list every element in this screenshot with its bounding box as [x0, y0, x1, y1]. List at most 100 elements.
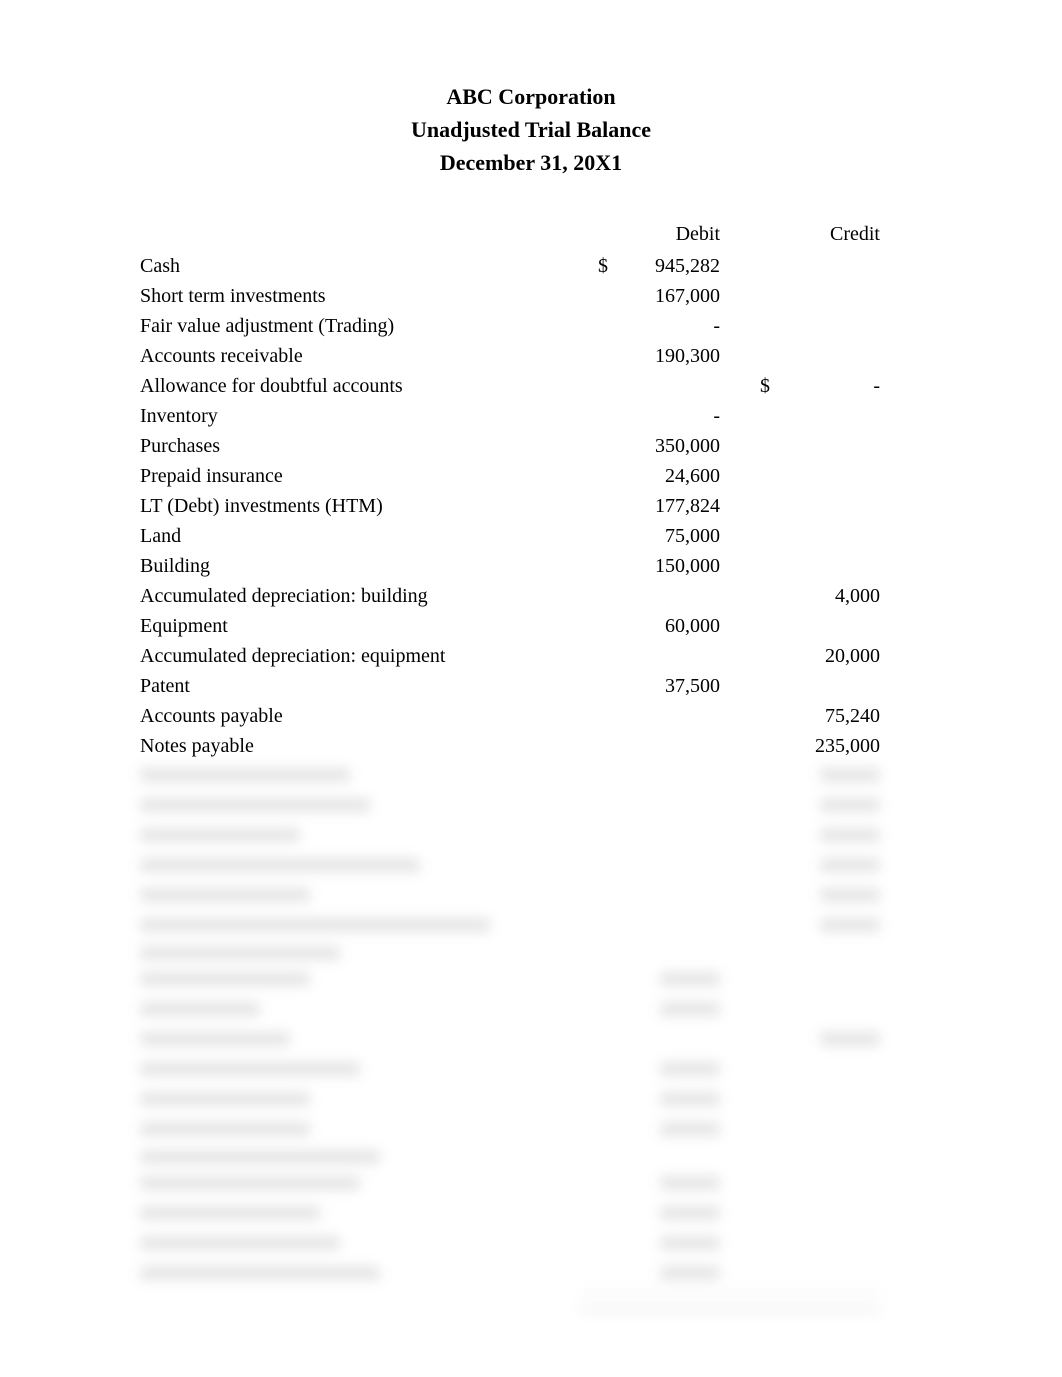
- table-row: Land75,000: [140, 521, 922, 551]
- blurred-credit: [740, 881, 880, 911]
- report-header: ABC Corporation Unadjusted Trial Balance…: [140, 80, 922, 179]
- table-row: Accounts payable 75,240: [140, 701, 922, 731]
- blurred-account: [140, 1092, 310, 1106]
- blurred-account: [140, 918, 490, 932]
- debit-header: Debit: [580, 219, 740, 249]
- blurred-credit: [740, 761, 880, 791]
- blurred-row: [140, 821, 922, 851]
- account-name: Accounts payable: [140, 701, 580, 731]
- blurred-account: [140, 1206, 320, 1220]
- report-date: December 31, 20X1: [140, 146, 922, 179]
- column-headers: Debit Credit: [140, 219, 922, 249]
- table-row: Fair value adjustment (Trading)-: [140, 311, 922, 341]
- blurred-debit: [580, 1259, 740, 1289]
- blurred-credit: [740, 821, 880, 851]
- table-row: Short term investments167,000: [140, 281, 922, 311]
- table-row: Cash$945,282: [140, 251, 922, 281]
- blurred-debit: [580, 965, 740, 995]
- table-row: LT (Debt) investments (HTM)177,824: [140, 491, 922, 521]
- blurred-account: [140, 1266, 380, 1280]
- blurred-account: [140, 888, 310, 902]
- account-name: Building: [140, 551, 580, 581]
- totals-row: [140, 1289, 922, 1311]
- credit-header: Credit: [740, 219, 880, 249]
- account-name: Notes payable: [140, 731, 580, 761]
- report-title: Unadjusted Trial Balance: [140, 113, 922, 146]
- debit-value: 350,000: [580, 431, 740, 461]
- blurred-section: [140, 761, 922, 1311]
- debit-value: 190,300: [580, 341, 740, 371]
- blurred-row: [140, 911, 922, 941]
- currency-symbol: $: [760, 371, 770, 401]
- table-row: Building150,000: [140, 551, 922, 581]
- blurred-debit: [580, 1115, 740, 1145]
- blurred-account: [140, 1032, 290, 1046]
- account-name: Prepaid insurance: [140, 461, 580, 491]
- blurred-row: [140, 881, 922, 911]
- debit-value: 37,500: [580, 671, 740, 701]
- table-row: Equipment60,000: [140, 611, 922, 641]
- account-name: Allowance for doubtful accounts: [140, 371, 580, 401]
- blurred-row: [140, 1025, 922, 1055]
- account-name: Patent: [140, 671, 580, 701]
- debit-value: 75,000: [580, 521, 740, 551]
- credit-value: 235,000: [740, 731, 880, 761]
- rows-container: Cash$945,282Short term investments167,00…: [140, 251, 922, 761]
- blurred-debit: [580, 1229, 740, 1259]
- table-row: Accumulated depreciation: building 4,000: [140, 581, 922, 611]
- account-name: Accumulated depreciation: building: [140, 581, 580, 611]
- table-row: Notes payable 235,000: [140, 731, 922, 761]
- credit-value: $-: [740, 371, 880, 401]
- blurred-row: [140, 965, 922, 995]
- blurred-account: [140, 1062, 360, 1076]
- table-row: Accounts receivable190,300: [140, 341, 922, 371]
- blurred-account: [140, 946, 340, 960]
- debit-value: 177,824: [580, 491, 740, 521]
- blurred-row: [140, 1085, 922, 1115]
- blurred-credit: [740, 911, 880, 941]
- blurred-debit: [580, 1085, 740, 1115]
- blurred-account: [140, 1002, 260, 1016]
- blurred-credit: [740, 1025, 880, 1055]
- debit-value: 150,000: [580, 551, 740, 581]
- blurred-row: [140, 1259, 922, 1289]
- blurred-account: [140, 1176, 360, 1190]
- account-name: Cash: [140, 251, 580, 281]
- account-name: Equipment: [140, 611, 580, 641]
- debit-value: -: [580, 311, 740, 341]
- blurred-credit: [740, 851, 880, 881]
- blurred-row: [140, 1229, 922, 1259]
- blurred-row: [140, 1199, 922, 1229]
- blurred-account: [140, 858, 420, 872]
- credit-value: 4,000: [740, 581, 880, 611]
- credit-value: 20,000: [740, 641, 880, 671]
- blurred-row: [140, 941, 922, 965]
- debit-value: -: [580, 401, 740, 431]
- account-header: [140, 219, 580, 249]
- blurred-account: [140, 828, 300, 842]
- blurred-account: [140, 768, 350, 782]
- blurred-row: [140, 1115, 922, 1145]
- blurred-debit: [580, 1055, 740, 1085]
- credit-value: 75,240: [740, 701, 880, 731]
- blurred-row: [140, 1145, 922, 1169]
- blurred-account: [140, 798, 370, 812]
- blurred-account: [140, 1122, 310, 1136]
- blurred-account: [140, 1236, 340, 1250]
- account-name: Inventory: [140, 401, 580, 431]
- blurred-row: [140, 791, 922, 821]
- blurred-account: [140, 1150, 380, 1164]
- blurred-row: [140, 851, 922, 881]
- blurred-row: [140, 761, 922, 791]
- debit-value: 24,600: [580, 461, 740, 491]
- blurred-debit: [580, 995, 740, 1025]
- blurred-account: [140, 972, 310, 986]
- account-name: Short term investments: [140, 281, 580, 311]
- blurred-row: [140, 1055, 922, 1085]
- table-row: Prepaid insurance24,600: [140, 461, 922, 491]
- blurred-credit: [740, 791, 880, 821]
- company-name: ABC Corporation: [140, 80, 922, 113]
- table-row: Accumulated depreciation: equipment20,00…: [140, 641, 922, 671]
- table-row: Purchases350,000: [140, 431, 922, 461]
- account-name: Purchases: [140, 431, 580, 461]
